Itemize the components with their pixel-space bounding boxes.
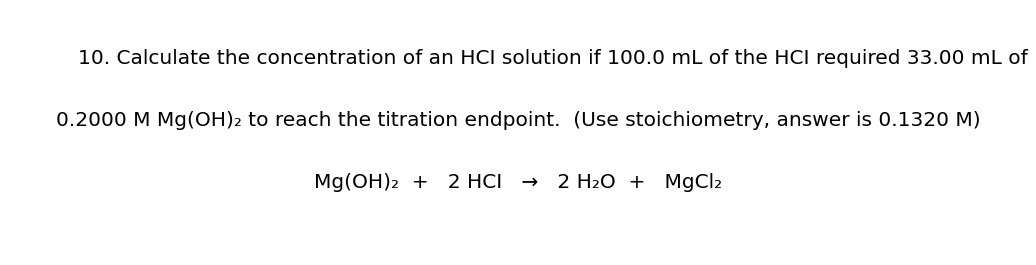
Text: Mg(OH)₂  +   2 HCI   →   2 H₂O  +   MgCl₂: Mg(OH)₂ + 2 HCI → 2 H₂O + MgCl₂ [314,173,722,192]
Text: 10. Calculate the concentration of an HCI solution if 100.0 mL of the HCI requir: 10. Calculate the concentration of an HC… [78,49,1028,68]
Text: 0.2000 M Mg(OH)₂ to reach the titration endpoint.  (Use stoichiometry, answer is: 0.2000 M Mg(OH)₂ to reach the titration … [56,111,980,130]
